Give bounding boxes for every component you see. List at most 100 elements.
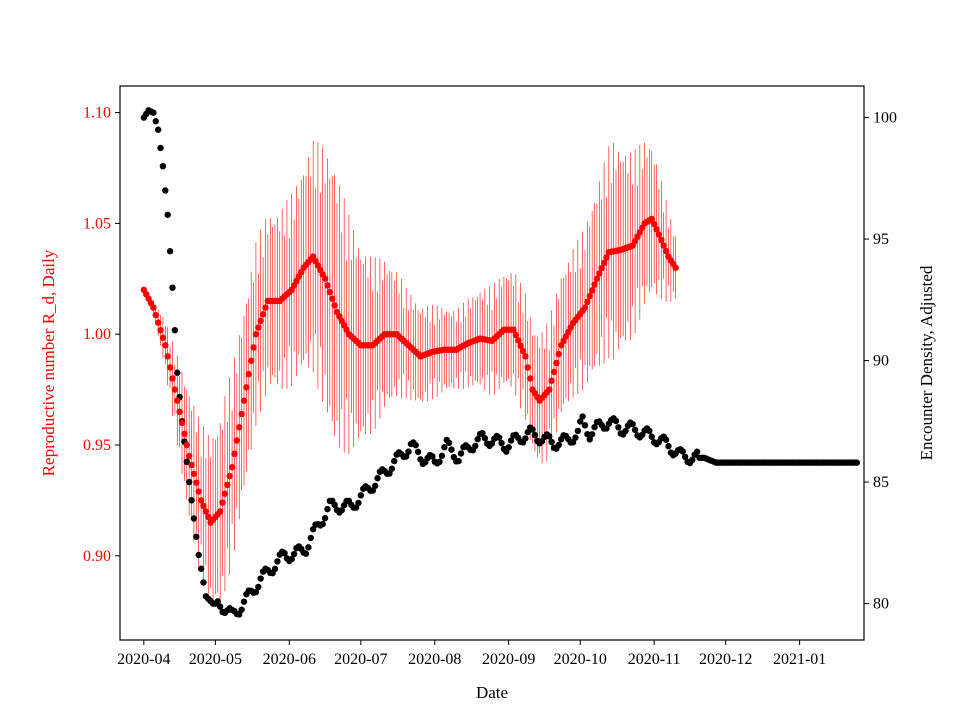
rd-point <box>662 247 670 255</box>
encounter-point <box>302 550 310 557</box>
rd-point <box>658 236 665 244</box>
encounter-point <box>236 611 243 618</box>
rd-point <box>236 424 243 431</box>
rd-point <box>154 319 162 326</box>
rd-point <box>202 508 210 515</box>
rd-point <box>526 375 534 382</box>
plot-frame <box>119 85 865 641</box>
rd-point <box>152 311 159 319</box>
rd-point <box>650 220 658 228</box>
encounter-point <box>162 187 169 194</box>
rd-point <box>188 461 195 469</box>
encounter-point <box>386 470 393 477</box>
rd-point <box>250 344 257 351</box>
encounter-point <box>414 448 422 456</box>
encounter-point <box>441 444 448 451</box>
rd-point <box>216 508 224 515</box>
right-y-tick-label: 80 <box>873 596 889 613</box>
rd-point <box>259 311 267 318</box>
right-y-tick-label: 95 <box>873 231 889 248</box>
encounter-point <box>646 427 653 435</box>
rd-point <box>257 317 264 325</box>
rd-point <box>660 242 667 249</box>
encounter-point <box>193 533 200 540</box>
rd-point <box>553 359 560 367</box>
encounter-point <box>159 162 167 170</box>
rd-point <box>185 452 193 460</box>
encounter-point <box>281 549 288 557</box>
encounter-point <box>507 437 515 444</box>
rd-errorbars <box>145 140 676 602</box>
right-y-tick-label: 100 <box>873 110 897 127</box>
rd-point <box>150 304 157 311</box>
rd-point <box>588 287 596 294</box>
encounter-point <box>185 478 193 486</box>
rd-point <box>166 364 174 371</box>
rd-point <box>193 479 200 486</box>
rd-point <box>157 327 164 334</box>
encounter-point <box>171 326 179 334</box>
encounter-point <box>252 588 260 596</box>
rd-point <box>169 375 176 382</box>
x-tick-label: 2020-07 <box>334 651 387 668</box>
encounter-point <box>331 501 338 509</box>
left-y-tick-label: 1.00 <box>83 326 111 343</box>
rd-point <box>247 357 255 364</box>
left-y-tick-label: 0.90 <box>83 548 111 565</box>
rd-point <box>205 513 212 521</box>
rd-point <box>171 386 179 393</box>
rd-point <box>252 330 260 338</box>
rd-point <box>653 226 660 233</box>
x-tick-label: 2020-05 <box>189 651 242 668</box>
rd-point <box>517 342 524 349</box>
encounter-point <box>574 427 582 435</box>
encounter-point <box>338 507 345 514</box>
rd-point <box>655 231 663 238</box>
rd-point <box>255 324 262 331</box>
encounter-point <box>474 436 481 443</box>
rd-point <box>581 304 589 311</box>
left-y-axis-title: Reproductive number R_d, Daily <box>39 249 58 476</box>
encounter-point <box>197 565 205 572</box>
encounter-point <box>371 482 379 490</box>
encounter-point <box>166 248 174 255</box>
x-tick-label: 2021-01 <box>773 651 826 668</box>
encounter-point <box>665 442 672 450</box>
rd-point <box>183 441 190 449</box>
x-tick-label: 2020-11 <box>628 651 681 668</box>
rd-point <box>226 472 233 480</box>
encounter-point <box>157 144 164 152</box>
rd-points <box>140 215 679 526</box>
rd-point <box>519 347 527 355</box>
encounter-point <box>455 457 462 465</box>
left-y-tick-label: 0.95 <box>83 437 111 454</box>
encounter-point <box>154 126 162 133</box>
encounter-point <box>612 417 620 425</box>
right-y-tick-label: 85 <box>873 474 889 491</box>
encounter-point <box>481 434 489 442</box>
encounter-point <box>495 434 503 441</box>
rd-point <box>329 295 336 302</box>
rd-point <box>548 377 555 384</box>
rd-point <box>243 384 250 391</box>
encounter-point <box>662 436 670 443</box>
encounter-point <box>588 431 596 438</box>
rd-point <box>522 353 529 360</box>
encounter-point <box>853 459 861 466</box>
rd-point <box>546 386 553 393</box>
encounter-point <box>152 118 159 125</box>
rd-point <box>600 259 608 267</box>
encounter-point <box>216 603 224 610</box>
axis-layer: 2020-04 2020-05 2020-06 2020-07 2020-08 2020-… <box>83 105 897 668</box>
encounter-point <box>438 452 446 460</box>
encounter-point <box>581 422 589 429</box>
encounter-point <box>488 440 496 447</box>
encounter-point <box>548 438 555 446</box>
encounter-point <box>448 446 455 453</box>
encounter-point <box>505 444 512 451</box>
encounter-point <box>388 465 396 472</box>
rd-point <box>555 350 562 358</box>
encounter-point <box>622 427 629 435</box>
encounter-point <box>479 429 486 437</box>
encounter-point <box>405 448 412 455</box>
